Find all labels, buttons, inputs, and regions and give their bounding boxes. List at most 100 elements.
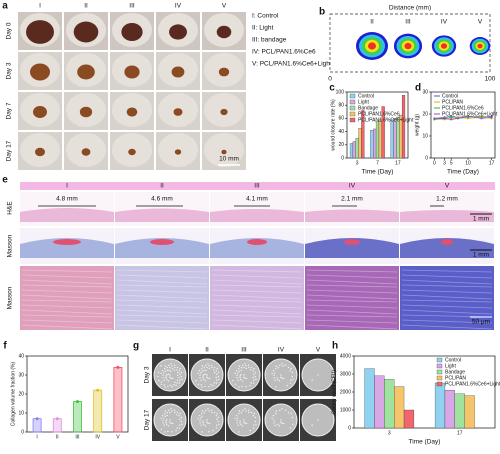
colony — [215, 415, 217, 417]
fiber — [401, 324, 493, 330]
colony — [280, 421, 282, 423]
colony — [241, 425, 244, 427]
fiber — [21, 269, 113, 273]
colony — [205, 369, 207, 372]
colony — [281, 408, 283, 410]
colony — [217, 416, 220, 419]
panel-label: e — [2, 175, 8, 186]
colony — [218, 423, 220, 426]
fiber — [116, 274, 208, 279]
bar — [73, 401, 82, 433]
colony — [247, 364, 250, 366]
bar — [32, 418, 42, 433]
colony — [165, 422, 167, 424]
colony — [252, 382, 255, 384]
masson-zoom — [115, 266, 209, 330]
colony — [240, 411, 243, 414]
colony — [208, 386, 210, 388]
colony — [274, 379, 276, 382]
bar — [394, 386, 405, 429]
colony — [272, 369, 275, 372]
colony — [165, 377, 167, 379]
colony — [240, 423, 242, 426]
legend-entry: Control — [442, 93, 458, 99]
wound-region — [150, 239, 174, 245]
colony — [171, 386, 173, 388]
colony — [171, 365, 173, 367]
bar — [93, 389, 103, 433]
wound — [30, 63, 50, 81]
wound — [218, 67, 230, 77]
x-tick-label: 10 — [465, 160, 471, 166]
colony — [200, 384, 202, 386]
fiber — [21, 309, 113, 315]
bar — [381, 106, 385, 159]
wound — [169, 24, 187, 40]
bar — [361, 110, 365, 159]
colony — [279, 409, 281, 412]
he-tissue — [115, 208, 209, 222]
colony — [170, 408, 172, 410]
colony — [176, 374, 179, 377]
masson-zoom — [210, 266, 304, 330]
fiber — [401, 319, 493, 324]
colony — [271, 372, 273, 375]
colony — [282, 365, 284, 367]
wound-region — [53, 239, 81, 245]
colony — [217, 371, 220, 374]
colony — [160, 428, 163, 430]
colony — [275, 365, 278, 367]
colony — [176, 382, 178, 384]
colony — [237, 379, 239, 382]
colony — [213, 369, 215, 371]
colony — [203, 378, 205, 381]
row-label: Masson — [7, 286, 14, 309]
colony — [174, 381, 176, 383]
colony — [169, 419, 171, 421]
colony — [216, 379, 218, 381]
legend-entry: Light — [358, 99, 369, 105]
point — [480, 115, 483, 118]
colony — [239, 422, 241, 424]
y-axis-label: weight (g) — [414, 114, 420, 136]
colony — [208, 431, 210, 433]
colony — [176, 366, 179, 369]
axis-label: Distance (mm) — [389, 5, 431, 12]
colony — [179, 373, 181, 375]
colony — [173, 384, 175, 386]
colony — [275, 367, 277, 370]
colony — [245, 365, 247, 367]
colony — [253, 367, 255, 370]
colony — [232, 379, 234, 382]
fiber — [401, 274, 493, 279]
legend-entry: I: Control — [252, 13, 279, 20]
bar — [384, 379, 395, 429]
fiber — [21, 314, 113, 318]
colony — [216, 373, 218, 375]
colony — [292, 378, 294, 381]
colony — [250, 382, 252, 384]
fiber — [21, 279, 113, 285]
legend-entry: PCL/PAN1.6%Ce6 — [442, 105, 484, 111]
fiber — [401, 284, 493, 288]
colony — [175, 384, 177, 387]
colony — [164, 431, 166, 433]
x-tick-label: 5 — [450, 160, 453, 166]
colony — [275, 386, 277, 388]
colony — [163, 417, 165, 419]
wound — [121, 22, 143, 42]
colony — [216, 418, 218, 420]
panel-label: c — [329, 83, 335, 94]
colony — [271, 417, 273, 420]
colony — [169, 376, 171, 378]
fiber — [401, 294, 493, 300]
legend-swatch — [349, 99, 356, 105]
colony — [236, 422, 238, 424]
colony — [281, 422, 283, 424]
colony — [181, 423, 183, 426]
colony — [169, 366, 171, 369]
colony — [215, 370, 217, 372]
colony — [208, 410, 210, 412]
y-tick-label: 0 — [341, 155, 344, 161]
x-tick-label: 3 — [356, 160, 359, 166]
